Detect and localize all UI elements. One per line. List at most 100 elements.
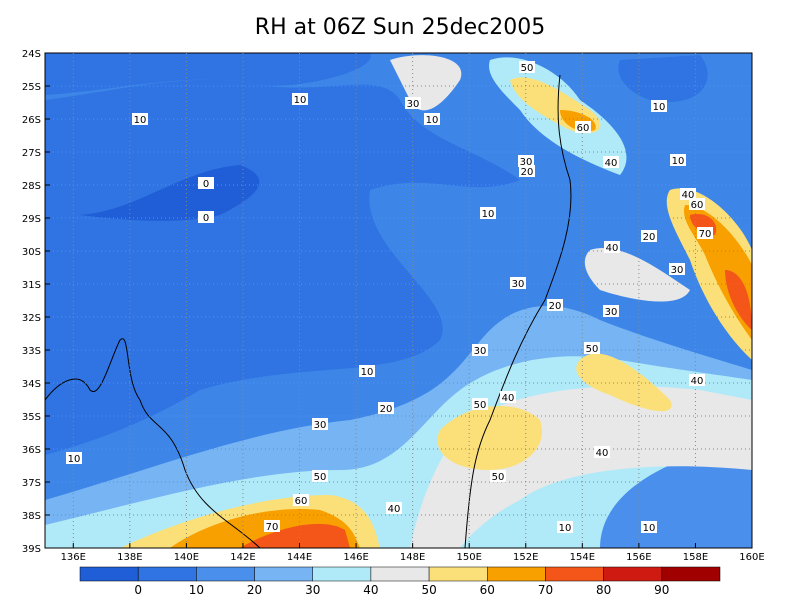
- colorbar-box: [196, 566, 255, 582]
- y-tick-label: 35S: [22, 412, 41, 423]
- contour-label: 20: [549, 301, 562, 312]
- contour-label-bg: [359, 365, 375, 377]
- contour-label: 20: [380, 404, 393, 415]
- contour-label: 40: [596, 448, 609, 459]
- contour-label: 10: [294, 95, 307, 106]
- contour-label-bg: [594, 446, 610, 458]
- contour-label-bg: [472, 398, 488, 410]
- y-tick-label: 30S: [22, 247, 41, 258]
- contour-label: 30: [474, 346, 487, 357]
- x-tick-label: 158E: [683, 552, 708, 563]
- contour-label-bg: [198, 211, 214, 223]
- colorbar-box: [312, 566, 372, 582]
- contour-label-bg: [641, 230, 657, 242]
- colorbar-label: 10: [189, 583, 204, 597]
- contour-label-bg: [518, 155, 534, 167]
- y-tick-label: 34S: [22, 379, 41, 390]
- contour-label: 40: [388, 504, 401, 515]
- contour-label: 30: [605, 307, 618, 318]
- contour-label: 40: [605, 158, 618, 169]
- contour-label: 10: [653, 102, 666, 113]
- contour-label: 60: [295, 496, 308, 507]
- contour-label: 50: [314, 472, 327, 483]
- contour-label: 60: [577, 123, 590, 134]
- contour-label-bg: [651, 100, 667, 112]
- y-tick-label: 31S: [22, 280, 41, 291]
- contour-label: 60: [691, 200, 704, 211]
- y-tick-label: 24S: [22, 49, 41, 60]
- colorbar-label: 70: [538, 583, 553, 597]
- contour-label: 70: [266, 522, 279, 533]
- contour-label-bg: [603, 305, 619, 317]
- contour-label-bg: [584, 342, 600, 354]
- contour-label: 50: [474, 400, 487, 411]
- colorbar-box: [370, 566, 430, 582]
- contour-label: 30: [314, 420, 327, 431]
- colorbar-label: 0: [134, 583, 142, 597]
- x-tick-label: 140E: [174, 552, 199, 563]
- contour-label-bg: [669, 263, 685, 275]
- contour-label-bg: [293, 494, 309, 506]
- x-tick-label: 154E: [570, 552, 595, 563]
- contour-label-bg: [312, 418, 328, 430]
- contour-label-bg: [689, 374, 705, 386]
- colorbar-label: 60: [480, 583, 495, 597]
- contour-label: 0: [203, 213, 209, 224]
- contour-label-bg: [510, 277, 526, 289]
- contour-label: 40: [691, 376, 704, 387]
- contour-label: 10: [361, 367, 374, 378]
- contour-label-bg: [500, 391, 516, 403]
- colorbar-box: [545, 566, 604, 582]
- contour-label-bg: [697, 227, 713, 239]
- y-tick-label: 33S: [22, 346, 41, 357]
- x-tick-label: 142E: [230, 552, 255, 563]
- contour-label-bg: [292, 93, 308, 105]
- y-tick-label: 26S: [22, 115, 41, 126]
- contour-label-bg: [480, 207, 496, 219]
- contour-label: 0: [203, 179, 209, 190]
- colorbar-label: 20: [247, 583, 262, 597]
- contour-label: 10: [643, 523, 656, 534]
- contour-label: 10: [559, 523, 572, 534]
- contour-label-bg: [547, 299, 563, 311]
- colorbar-box: [603, 566, 663, 582]
- contour-label-bg: [490, 470, 506, 482]
- x-tick-label: 156E: [626, 552, 651, 563]
- colorbar-label: 90: [654, 583, 669, 597]
- contour-label: 30: [512, 279, 525, 290]
- contour-label-bg: [575, 121, 591, 133]
- contour-label-bg: [386, 502, 402, 514]
- contour-label-bg: [472, 344, 488, 356]
- contour-label: 70: [699, 229, 712, 240]
- contour-label: 40: [682, 190, 695, 201]
- x-tick-label: 148E: [400, 552, 425, 563]
- contour-label-bg: [378, 402, 394, 414]
- x-tick-label: 152E: [513, 552, 538, 563]
- y-tick-label: 37S: [22, 478, 41, 489]
- x-tick-label: 136E: [61, 552, 86, 563]
- contour-label-bg: [689, 198, 705, 210]
- contour-label: 20: [521, 167, 534, 178]
- contour-label-bg: [604, 241, 620, 253]
- y-tick-label: 28S: [22, 181, 41, 192]
- contour-label-bg: [405, 97, 421, 109]
- contour-label-bg: [198, 177, 214, 189]
- contour-label-bg: [66, 452, 82, 464]
- x-tick-label: 138E: [117, 552, 142, 563]
- contour-label: 20: [643, 232, 656, 243]
- contour-label: 30: [407, 99, 420, 110]
- contour-label-bg: [680, 188, 696, 200]
- contour-label-bg: [670, 154, 686, 166]
- contour-label: 30: [671, 265, 684, 276]
- y-tick-label: 38S: [22, 511, 41, 522]
- contour-label-bg: [557, 521, 573, 533]
- contour-label: 30: [520, 157, 533, 168]
- contour-label: 40: [606, 243, 619, 254]
- contour-label-bg: [641, 521, 657, 533]
- contour-label-bg: [519, 61, 535, 73]
- contour-label-bg: [603, 156, 619, 168]
- contour-label-bg: [312, 470, 328, 482]
- colorbar-box: [254, 566, 313, 582]
- coastline: [45, 74, 572, 548]
- x-tick-label: 146E: [343, 552, 368, 563]
